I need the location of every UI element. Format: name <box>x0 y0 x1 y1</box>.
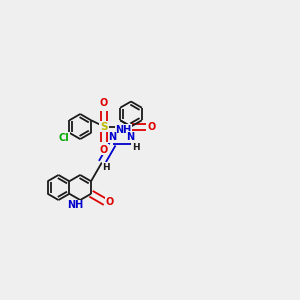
Text: H: H <box>132 143 139 152</box>
Text: N: N <box>109 132 117 142</box>
Text: O: O <box>100 98 108 108</box>
Text: H: H <box>103 163 110 172</box>
Text: NH: NH <box>67 200 83 210</box>
Text: S: S <box>100 122 108 131</box>
Text: NH: NH <box>116 124 132 134</box>
Text: O: O <box>100 145 108 154</box>
Text: Cl: Cl <box>58 133 69 143</box>
Text: O: O <box>106 197 114 207</box>
Text: N: N <box>126 132 134 142</box>
Text: O: O <box>148 122 156 131</box>
